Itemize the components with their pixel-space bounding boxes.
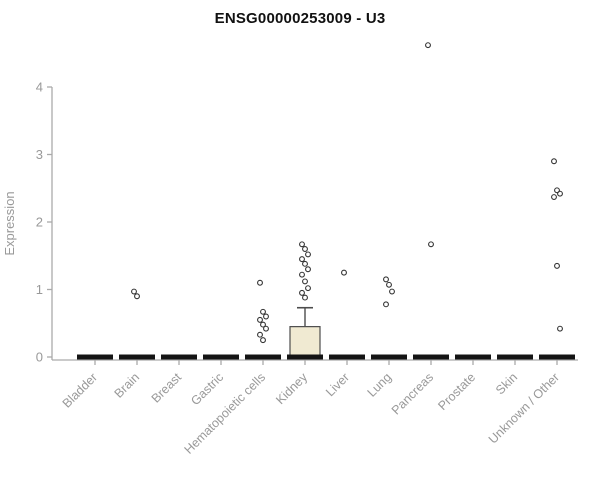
- y-tick-label: 2: [36, 215, 43, 230]
- boxplot-svg: 0 1 2 3 4 Expression Bladder Brain Breast Gastric…: [2, 42, 578, 457]
- boxplot-hematopoietic-cells: [245, 279, 281, 360]
- x-tick-label-gastric: Gastric: [188, 370, 226, 408]
- y-tick-label: 0: [36, 350, 43, 365]
- outlier-point: [302, 246, 308, 252]
- outlier-point: [383, 301, 389, 308]
- outlier-point: [557, 190, 563, 197]
- outlier-point: [305, 285, 311, 292]
- x-tick-label-bladder: Bladder: [60, 370, 100, 410]
- outlier-point: [260, 337, 266, 344]
- x-tick-label-breast: Breast: [149, 370, 185, 406]
- outlier-point: [383, 276, 389, 283]
- outlier-point: [341, 269, 347, 276]
- outlier-point: [302, 278, 308, 285]
- outlier-point: [389, 288, 395, 295]
- outlier-point: [299, 256, 305, 263]
- y-tick-label: 3: [36, 147, 43, 162]
- boxplot-liver: [329, 269, 365, 360]
- boxplot-kidney: [287, 241, 323, 360]
- outlier-point: [299, 271, 305, 278]
- x-tick-label-hematopoietic-cells: Hematopoietic cells: [182, 370, 269, 457]
- y-tick-label: 4: [36, 80, 43, 95]
- x-tick-label-prostate: Prostate: [435, 370, 478, 413]
- outlier-point: [260, 321, 266, 328]
- outlier-point: [551, 158, 557, 165]
- y-axis-label: Expression: [2, 191, 17, 255]
- x-tick-label-unknown-other: Unknown / Other: [486, 370, 562, 446]
- outlier-point: [305, 251, 311, 258]
- outlier-point: [257, 279, 263, 286]
- x-tick-label-brain: Brain: [112, 370, 143, 401]
- outlier-point: [386, 281, 392, 288]
- x-tick-label-liver: Liver: [323, 370, 352, 399]
- x-tick-label-kidney: Kidney: [273, 370, 310, 407]
- outlier-point: [554, 262, 560, 269]
- outlier-point: [302, 260, 308, 267]
- axes: 0 1 2 3 4 Expression Bladder Brain Breast Gastric…: [2, 80, 578, 457]
- outlier-point: [557, 325, 563, 332]
- boxplot-unknown-other: [539, 158, 575, 360]
- outlier-point: [299, 289, 305, 296]
- outlier-point: [263, 325, 269, 332]
- boxplot-lung: [371, 276, 407, 360]
- y-tick-label: 1: [36, 282, 43, 297]
- x-tick-label-pancreas: Pancreas: [389, 370, 436, 417]
- chart-title: ENSG00000253009 - U3: [214, 10, 386, 27]
- boxplot-pancreas: [413, 42, 449, 360]
- outlier-point: [428, 241, 434, 248]
- outlier-point: [134, 293, 140, 300]
- outlier-point: [257, 331, 263, 338]
- iqr-box: [289, 326, 321, 358]
- outlier-point: [302, 294, 308, 301]
- outlier-point: [257, 316, 263, 323]
- x-tick-label-lung: Lung: [365, 370, 395, 400]
- outlier-point: [263, 313, 269, 320]
- boxplot-brain: [119, 288, 155, 360]
- outlier-point: [305, 266, 311, 273]
- outlier-point: [425, 42, 431, 49]
- x-tick-label-skin: Skin: [493, 370, 520, 397]
- outlier-point: [299, 241, 305, 248]
- outlier-point: [554, 187, 560, 194]
- outlier-point: [131, 288, 137, 295]
- outlier-point: [551, 194, 557, 200]
- outlier-point: [260, 308, 266, 315]
